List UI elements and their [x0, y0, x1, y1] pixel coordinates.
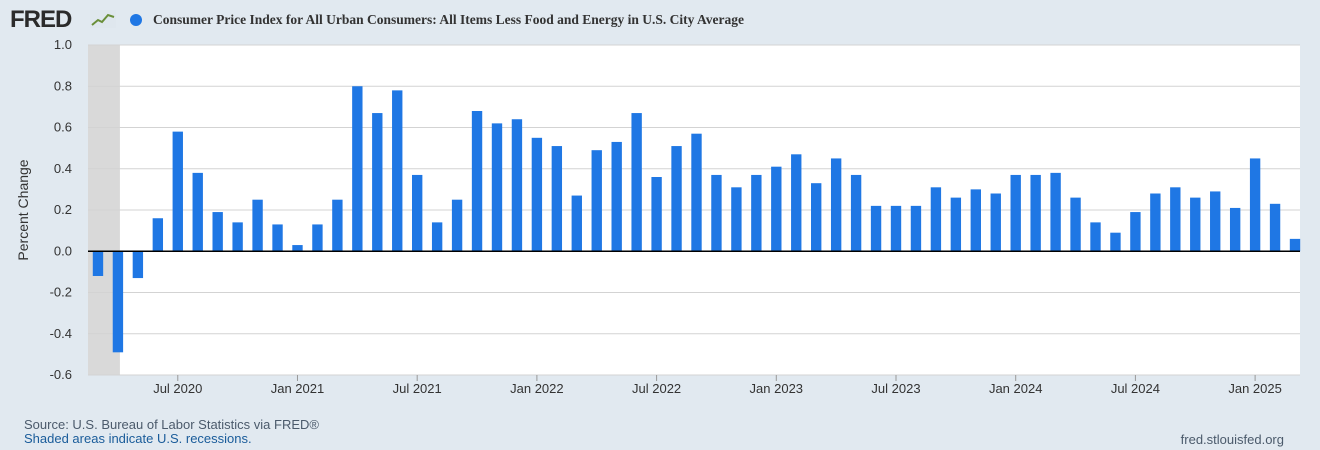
source-prefix: Source: — [24, 417, 73, 432]
bar[interactable] — [950, 197, 962, 252]
bar[interactable] — [491, 123, 503, 252]
bar[interactable] — [711, 174, 722, 252]
bar[interactable] — [352, 86, 363, 252]
bar[interactable] — [1090, 222, 1101, 252]
bar[interactable] — [172, 131, 183, 252]
y-tick-label: -0.2 — [50, 285, 72, 300]
recession-note[interactable]: Shaded areas indicate U.S. recessions. — [24, 431, 252, 446]
bar[interactable] — [1229, 207, 1241, 252]
bar[interactable] — [392, 90, 403, 252]
y-axis-label: Percent Change — [15, 159, 31, 260]
bar[interactable] — [1210, 191, 1221, 252]
x-tick-label: Jan 2022 — [510, 381, 564, 396]
x-tick-label: Jul 2021 — [393, 381, 442, 396]
bar[interactable] — [511, 119, 523, 252]
chart-footer: Source: U.S. Bureau of Labor Statistics … — [24, 418, 319, 446]
bar[interactable] — [691, 133, 702, 252]
bar[interactable] — [1030, 174, 1041, 252]
bar[interactable] — [411, 174, 423, 252]
bar[interactable] — [312, 224, 323, 252]
bar[interactable] — [551, 146, 563, 252]
x-tick-label: Jan 2024 — [989, 381, 1043, 396]
y-tick-label: 0.6 — [54, 120, 72, 135]
x-tick-label: Jul 2022 — [632, 381, 681, 396]
bar[interactable] — [531, 137, 543, 252]
bar[interactable] — [92, 251, 104, 276]
bar[interactable] — [232, 222, 243, 252]
bar[interactable] — [1130, 212, 1141, 252]
bar[interactable] — [132, 251, 144, 279]
bar[interactable] — [451, 199, 463, 252]
bar[interactable] — [791, 154, 802, 252]
x-tick-label: Jan 2021 — [271, 381, 325, 396]
chart-header: FRED Consumer Price Index for All Urban … — [0, 0, 1320, 40]
bar[interactable] — [1070, 197, 1081, 252]
bar[interactable] — [850, 174, 862, 252]
source-line: Source: U.S. Bureau of Labor Statistics … — [24, 418, 319, 432]
x-tick-label: Jan 2025 — [1228, 381, 1282, 396]
bar[interactable] — [372, 113, 383, 252]
y-tick-label: -0.4 — [50, 326, 72, 341]
bar[interactable] — [870, 205, 882, 252]
bar[interactable] — [1150, 193, 1161, 252]
bar[interactable] — [252, 199, 263, 252]
bar[interactable] — [1170, 187, 1181, 252]
bar[interactable] — [811, 183, 822, 252]
bar[interactable] — [1050, 172, 1061, 252]
source-text[interactable]: U.S. Bureau of Labor Statistics via FRED… — [72, 417, 319, 432]
y-tick-label: -0.6 — [50, 367, 72, 382]
bar[interactable] — [431, 222, 443, 252]
x-tick-label: Jul 2020 — [153, 381, 202, 396]
y-tick-label: 0.4 — [54, 161, 72, 176]
bar[interactable] — [272, 224, 283, 252]
bar[interactable] — [990, 193, 1001, 252]
bar[interactable] — [1289, 238, 1301, 252]
y-tick-label: 0.8 — [54, 78, 72, 93]
bar[interactable] — [1190, 197, 1201, 252]
bar[interactable] — [970, 189, 981, 252]
bar[interactable] — [890, 205, 902, 252]
y-tick-label: 1.0 — [54, 37, 72, 52]
bar[interactable] — [292, 245, 303, 252]
y-tick-label: 0.2 — [54, 202, 72, 217]
x-tick-label: Jan 2023 — [750, 381, 804, 396]
bar[interactable] — [631, 113, 642, 252]
bar[interactable] — [930, 187, 942, 252]
fred-logo-chart-icon — [90, 10, 116, 28]
bar[interactable] — [671, 146, 682, 252]
bar[interactable] — [771, 166, 782, 252]
bar[interactable] — [571, 195, 582, 252]
bar[interactable] — [591, 150, 602, 252]
bar[interactable] — [751, 174, 762, 252]
bar[interactable] — [830, 158, 842, 252]
bar[interactable] — [192, 172, 203, 252]
bar[interactable] — [1110, 232, 1121, 252]
series-title[interactable]: Consumer Price Index for All Urban Consu… — [153, 12, 745, 27]
bar[interactable] — [152, 218, 164, 252]
series-legend-dot — [130, 14, 142, 26]
bar[interactable] — [910, 205, 922, 252]
bar[interactable] — [332, 199, 343, 252]
fred-logo[interactable]: FRED — [10, 6, 72, 33]
x-tick-label: Jul 2024 — [1111, 381, 1160, 396]
bar[interactable] — [1010, 174, 1021, 252]
bar[interactable] — [611, 141, 622, 252]
bar[interactable] — [651, 177, 662, 252]
bar[interactable] — [1269, 203, 1281, 252]
bar[interactable] — [212, 212, 223, 252]
site-link[interactable]: fred.stlouisfed.org — [1180, 432, 1284, 447]
x-tick-label: Jul 2023 — [871, 381, 920, 396]
y-tick-label: 0.0 — [54, 243, 72, 258]
bar[interactable] — [1249, 158, 1261, 252]
bar[interactable] — [731, 187, 742, 252]
bar[interactable] — [471, 111, 483, 252]
bar[interactable] — [112, 251, 124, 353]
